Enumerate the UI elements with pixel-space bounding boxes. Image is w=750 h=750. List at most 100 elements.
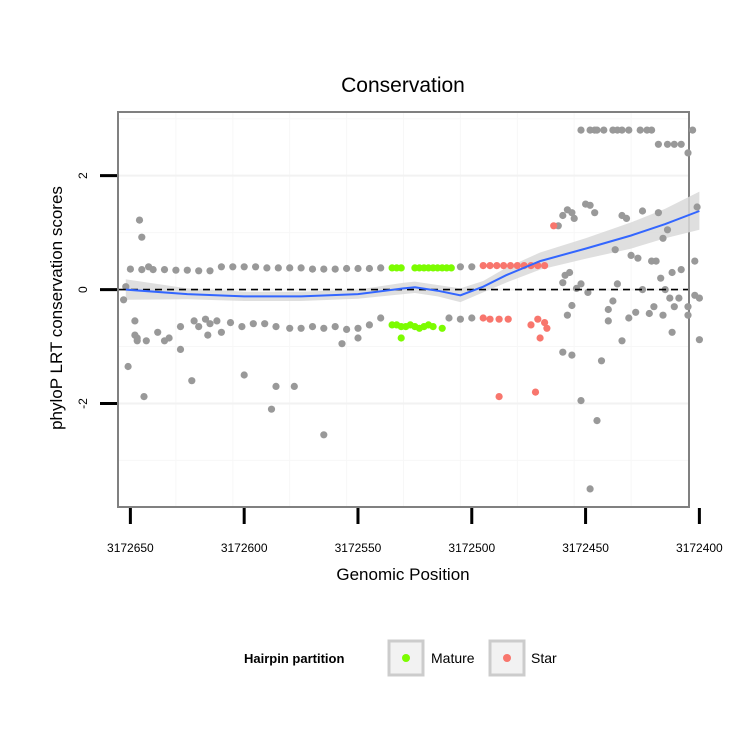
point-other (568, 301, 576, 310)
point-other (133, 334, 141, 342)
point-other (354, 324, 362, 332)
point-other (668, 328, 676, 336)
point-other (684, 311, 692, 319)
legend-label-mature: Mature (431, 650, 475, 666)
point-star (495, 315, 503, 323)
point-other (456, 315, 464, 323)
point-other (204, 331, 212, 339)
point-other (135, 216, 144, 224)
point-other (331, 323, 339, 331)
point-star (534, 315, 542, 323)
point-other (659, 234, 667, 242)
x-tick-label: 3172550 (335, 541, 382, 555)
point-mature (429, 323, 437, 331)
point-other (217, 263, 225, 271)
point-other (320, 431, 328, 439)
legend-label-star: Star (531, 650, 557, 666)
x-tick-label: 3172600 (221, 541, 268, 555)
point-other (154, 328, 162, 336)
point-mature (438, 324, 446, 332)
point-other (195, 267, 203, 275)
point-other (290, 382, 298, 390)
point-other (559, 211, 567, 220)
point-other (238, 323, 246, 331)
point-star (513, 262, 521, 270)
point-other (577, 397, 585, 405)
point-other (188, 377, 196, 385)
x-tick-label: 3172500 (448, 541, 495, 555)
x-axis: 3172650 3172600 3172550 3172500 3172450 31724… (107, 508, 723, 555)
point-other (240, 263, 248, 271)
y-tick-label: 0 (76, 286, 90, 293)
point-other (638, 286, 647, 294)
point-star (486, 315, 494, 323)
point-star (536, 334, 544, 342)
point-other (249, 320, 257, 328)
y-axis: -2 0 2 (76, 172, 117, 409)
point-other (445, 314, 453, 322)
point-other (648, 126, 656, 134)
point-other (140, 393, 148, 401)
point-other (597, 357, 606, 365)
point-other (627, 251, 635, 259)
point-other (263, 264, 271, 272)
point-other (131, 317, 139, 325)
chart-title: Conservation (341, 74, 465, 97)
point-other (645, 309, 653, 318)
point-other (308, 265, 317, 273)
point-other (677, 140, 685, 148)
point-other (176, 345, 185, 353)
point-star (541, 319, 549, 327)
point-other (604, 305, 612, 314)
point-other (586, 201, 594, 209)
point-other (693, 203, 701, 211)
point-other (468, 263, 476, 271)
point-other (657, 274, 665, 282)
point-other (308, 323, 317, 331)
point-other (566, 268, 574, 277)
y-axis-title: phyloP LRT conservation scores (47, 186, 66, 430)
point-other (677, 266, 685, 274)
point-other (570, 214, 578, 222)
smooth-confidence-band (125, 191, 700, 303)
point-other (456, 263, 464, 271)
point-other (261, 320, 269, 328)
point-star (541, 262, 549, 270)
point-other (695, 336, 704, 344)
point-other (577, 280, 585, 288)
y-tick-label: 2 (76, 172, 90, 179)
grid (119, 113, 688, 506)
point-other (138, 266, 146, 274)
point-other (120, 296, 128, 304)
point-other (338, 340, 346, 348)
point-other (190, 317, 198, 325)
point-other (604, 317, 612, 325)
point-other (365, 321, 373, 329)
point-other (331, 265, 339, 273)
point-other (652, 257, 660, 265)
point-other (689, 126, 697, 134)
point-other (609, 297, 617, 305)
point-other (691, 257, 699, 265)
point-other (625, 314, 633, 322)
point-star (500, 262, 508, 270)
point-other (195, 323, 203, 331)
point-other (563, 311, 572, 319)
point-other (654, 140, 663, 148)
point-other (354, 264, 362, 273)
point-other (183, 266, 191, 274)
point-other (600, 126, 608, 134)
point-other (663, 140, 672, 148)
point-star (504, 315, 512, 323)
point-other (675, 294, 683, 302)
point-other (286, 324, 294, 332)
x-tick-label: 3172650 (107, 541, 154, 555)
point-other (593, 417, 601, 425)
point-other (636, 126, 644, 134)
point-star (550, 222, 558, 230)
smooth-trend-line (125, 210, 700, 298)
point-other (559, 279, 567, 287)
point-other (286, 264, 294, 272)
point-other (670, 303, 678, 311)
